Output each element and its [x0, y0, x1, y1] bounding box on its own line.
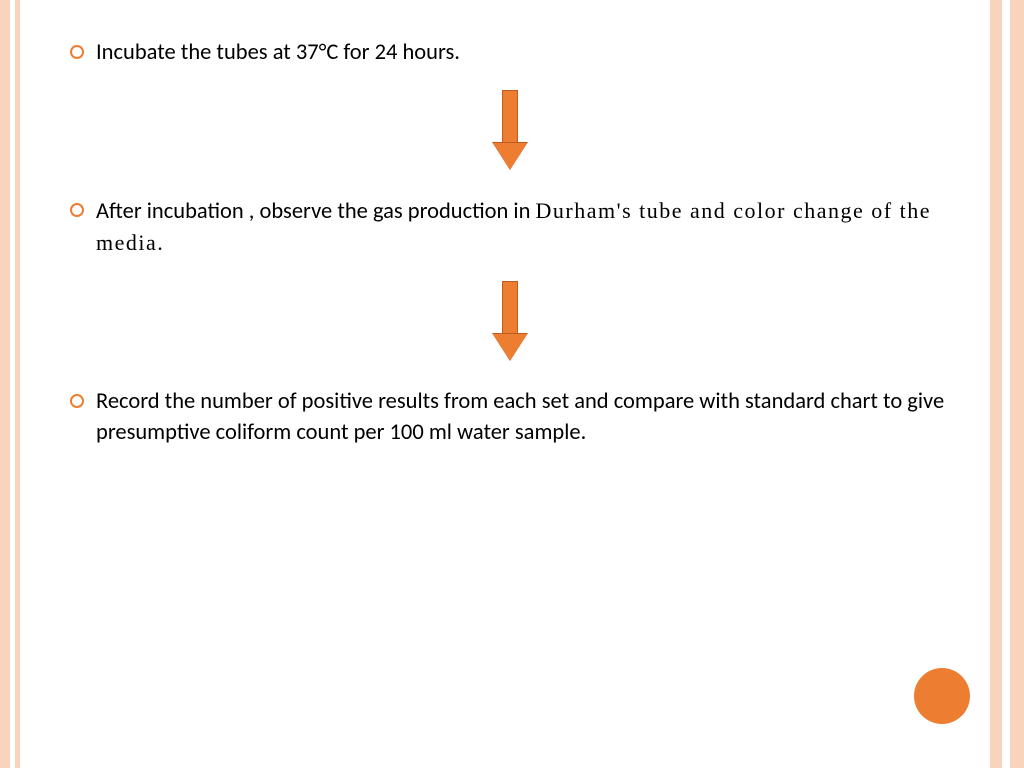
border-stripe [1002, 0, 1010, 768]
bullet-text-main: Record the number of positive results fr… [96, 388, 944, 445]
border-stripe [0, 0, 10, 768]
slide: Incubate the tubes at 37°C for 24 hours.… [0, 0, 1024, 768]
arrow-container [70, 90, 950, 170]
bullet-ring-icon [70, 45, 84, 59]
bullet-text: Incubate the tubes at 37°C for 24 hours. [96, 38, 460, 68]
corner-circle-icon [914, 668, 970, 724]
bullet-ring-icon [70, 394, 84, 408]
bullet-text-main: Incubate the tubes at 37°C for 24 hours. [96, 39, 460, 66]
border-stripe [15, 0, 20, 768]
bullet-item: After incubation , observe the gas produ… [70, 196, 950, 259]
bullet-ring-icon [70, 203, 84, 217]
bullet-text-main: After incubation , observe the gas produ… [96, 198, 536, 225]
down-arrow-icon [493, 281, 527, 361]
border-stripe [990, 0, 1002, 768]
content-area: Incubate the tubes at 37°C for 24 hours.… [70, 38, 950, 448]
arrow-container [70, 281, 950, 361]
bullet-item: Incubate the tubes at 37°C for 24 hours. [70, 38, 950, 68]
bullet-item: Record the number of positive results fr… [70, 387, 950, 448]
border-stripe [1010, 0, 1024, 768]
bullet-text: After incubation , observe the gas produ… [96, 196, 950, 259]
down-arrow-icon [493, 90, 527, 170]
bullet-text: Record the number of positive results fr… [96, 387, 950, 448]
